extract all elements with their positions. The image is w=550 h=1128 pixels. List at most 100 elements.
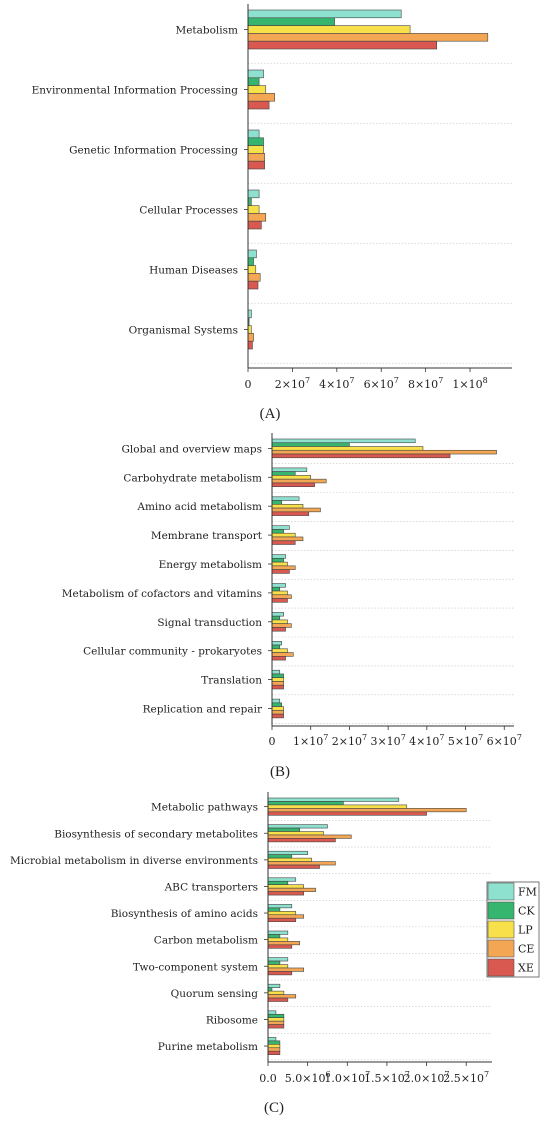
x-tick-label: 0 (269, 735, 276, 748)
bar-ce (271, 623, 292, 628)
x-tick-label: 0 (245, 378, 252, 391)
bar-ce (271, 594, 292, 599)
legend-label-ce: CE (518, 943, 534, 956)
bar-xe (247, 280, 259, 290)
x-tick-label: 1.0×107 (324, 1070, 370, 1085)
bar-fm (247, 69, 264, 79)
bar-ce (271, 478, 327, 484)
x-tick-label: 4×107 (409, 733, 444, 748)
bar-fm (267, 930, 289, 935)
bar-lp (271, 475, 312, 480)
category-label: Translation (201, 675, 262, 687)
bar-xe (267, 1024, 285, 1029)
bar-ck (267, 880, 289, 886)
bar-ce (271, 449, 497, 455)
bar-lp (247, 85, 267, 94)
bar-ck (247, 137, 264, 146)
bar-xe (247, 100, 270, 110)
x-tick-label: 4×107 (319, 376, 354, 391)
bar-xe (267, 971, 293, 976)
legend: FM CK LP CE XE (486, 881, 540, 978)
bar-fm (247, 9, 402, 19)
bar-fm (267, 904, 293, 909)
bar-fm (271, 640, 282, 646)
bar-ck (267, 1040, 281, 1045)
bar-lp (267, 911, 297, 916)
panel-a: Metabolism Environmental Information Proc… (32, 4, 512, 422)
bar-lp (267, 831, 324, 836)
bar-lp (271, 619, 288, 624)
bar-ce (267, 941, 301, 946)
bar-ce (271, 565, 296, 570)
bar-xe (271, 569, 290, 574)
bar-fm (267, 850, 308, 855)
bar-ck (267, 854, 293, 859)
bar-ce (247, 93, 275, 102)
bar-fm (271, 525, 290, 530)
bar-lp (267, 937, 289, 942)
x-tick-label: 5×107 (448, 733, 483, 748)
category-label: Replication and repair (143, 703, 263, 715)
bar-ck (271, 586, 281, 592)
bar-lp (271, 504, 304, 509)
bar-xe (247, 220, 262, 230)
bar-ck (271, 673, 284, 679)
bar-ce (247, 273, 261, 282)
panel-c: Metabolic pathways Biosynthesis of second… (10, 792, 540, 1116)
bar-fm (247, 129, 260, 139)
bar-fm (271, 669, 281, 675)
category-label: Global and overview maps (122, 443, 262, 455)
bar-lp (271, 561, 288, 567)
category-label: Amino acid metabolism (136, 501, 262, 513)
bar-xe (267, 997, 289, 1002)
bar-fm (267, 797, 400, 802)
category-label: Metabolism of cofactors and vitamins (62, 588, 262, 600)
bar-lp (271, 532, 296, 538)
bar-ck (267, 907, 281, 912)
bar-ce (271, 710, 284, 715)
bar-xe (267, 838, 336, 843)
bar-xe (247, 340, 253, 350)
bar-xe (267, 917, 297, 922)
bar-ce (271, 681, 284, 686)
bar-ck (271, 615, 281, 621)
legend-label-lp: LP (518, 924, 533, 937)
panel-label: (C) (264, 1100, 284, 1116)
bar-xe (247, 160, 265, 170)
bar-xe (267, 811, 427, 816)
bar-xe (267, 864, 320, 869)
bar-lp (247, 205, 260, 214)
bar-fm (247, 189, 260, 199)
bar-ck (247, 17, 335, 26)
category-label: Genetic Information Processing (69, 145, 238, 157)
bar-ck (271, 471, 296, 476)
panel-b: Global and overview maps Carbohydrate met… (62, 433, 522, 780)
bar-fm (267, 983, 281, 988)
bar-fm (267, 957, 289, 962)
bar-ck (267, 934, 281, 939)
bar-ck (271, 529, 284, 534)
category-label: Purine metabolism (158, 1041, 258, 1053)
bar-ce (267, 914, 304, 919)
category-label: Cellular Processes (139, 205, 238, 217)
bar-fm (271, 438, 416, 444)
bar-ck (267, 987, 273, 992)
bar-fm (271, 583, 286, 588)
category-label: Carbon metabolism (154, 935, 258, 947)
bar-ck (271, 500, 282, 505)
bar-ce (247, 213, 267, 222)
bar-lp (267, 1017, 285, 1022)
bar-xe (271, 511, 310, 516)
x-tick-label: 2.5×107 (443, 1070, 489, 1085)
bar-lp (267, 1044, 281, 1049)
bar-ce (247, 33, 489, 42)
bar-lp (247, 265, 257, 274)
bar-ck (247, 257, 254, 266)
bar-xe (271, 684, 284, 690)
bar-ce (267, 834, 352, 839)
bar-ce (267, 967, 304, 972)
bar-ce (267, 1020, 285, 1025)
bar-xe (267, 944, 293, 949)
x-tick-label: 5.0×106 (285, 1070, 331, 1085)
